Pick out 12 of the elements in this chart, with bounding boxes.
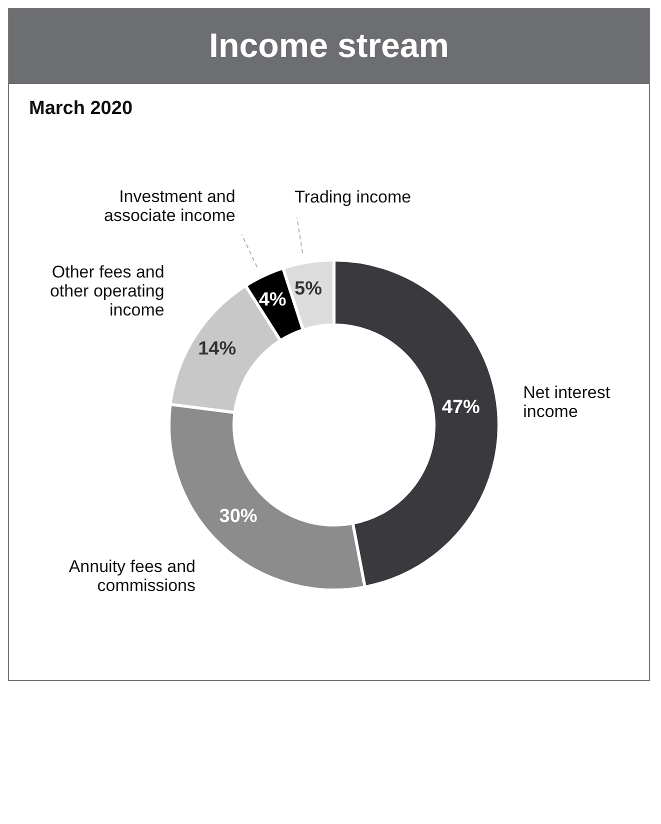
chart-title: Income stream bbox=[9, 9, 649, 84]
data-label: 47% bbox=[442, 397, 480, 418]
data-label: 30% bbox=[219, 506, 258, 528]
data-label: 14% bbox=[198, 338, 236, 360]
slice-label: Annuity fees and commissions bbox=[68, 557, 196, 596]
slice-label: Other fees and other operating income bbox=[50, 262, 164, 320]
slice-label: Trading income bbox=[294, 188, 412, 207]
slice-label: Net interest income bbox=[523, 383, 610, 422]
chart-subtitle: March 2020 bbox=[28, 97, 134, 120]
data-label: 4% bbox=[258, 290, 286, 311]
data-label: 5% bbox=[294, 278, 322, 300]
slice-label: Investment and associate income bbox=[104, 186, 236, 225]
